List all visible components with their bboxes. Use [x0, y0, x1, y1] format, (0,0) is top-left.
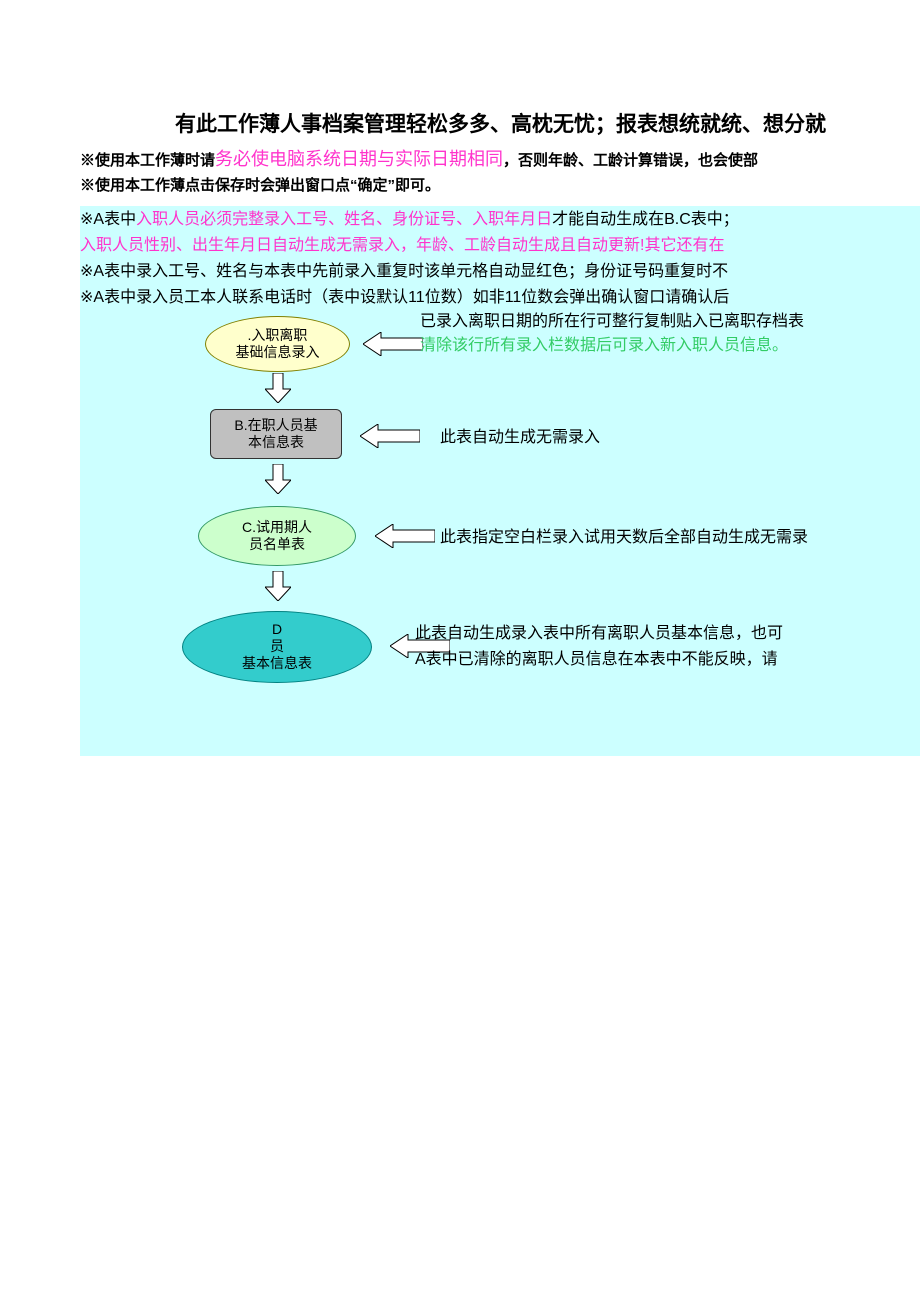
flow-node-A: .入职离职基础信息录入	[205, 316, 350, 372]
flow-node-label: .入职离职	[248, 327, 308, 344]
down-arrow-icon	[265, 571, 291, 601]
note-line-3-prefix: ※A表中	[80, 211, 136, 228]
flow-node-C: C.试用期人员名单表	[198, 506, 356, 566]
flow-node-label: D	[272, 621, 282, 638]
page-title: 有此工作薄人事档案管理轻松多多、高枕无忧；报表想统就统、想分就	[80, 108, 920, 138]
note-line-3-mid: 入职人员必须完整录入工号、姓名、身份证号、入职年月日	[136, 211, 552, 228]
down-arrow-icon	[265, 464, 291, 494]
intro-line-1-suffix: ，否则年龄、工龄计算错误，也会使部	[503, 152, 758, 169]
page: 有此工作薄人事档案管理轻松多多、高枕无忧；报表想统就统、想分就 ※使用本工作薄时…	[0, 0, 920, 756]
note-line-6: ※A表中录入员工本人联系电话时（表中设默认11位数）如非11位数会弹出确认窗口请…	[80, 286, 920, 310]
flow-annotation: 此表自动生成无需录入	[440, 426, 600, 450]
flowchart: .入职离职基础信息录入B.在职人员基本信息表C.试用期人员名单表D员基本信息表已…	[80, 316, 920, 716]
left-arrow-icon	[360, 424, 420, 448]
flow-node-label: 基础信息录入	[236, 344, 320, 361]
note-line-4: 入职人员性别、出生年月日自动生成无需录入，年龄、工龄自动生成且自动更新!其它还有…	[80, 234, 920, 258]
flow-annotation: 已录入离职日期的所在行可整行复制贴入已离职存档表	[420, 310, 804, 334]
flow-node-label: 本信息表	[248, 434, 304, 451]
intro-line-2: ※使用本工作薄点击保存时会弹出窗口点“确定”即可。	[80, 175, 920, 198]
note-line-5: ※A表中录入工号、姓名与本表中先前录入重复时该单元格自动显红色；身份证号码重复时…	[80, 260, 920, 284]
flow-node-label: 员	[270, 638, 284, 655]
flow-node-label: 员名单表	[249, 536, 305, 553]
flow-annotation: 清除该行所有录入栏数据后可录入新入职人员信息。	[420, 334, 788, 358]
highlight-section: ※A表中入职人员必须完整录入工号、姓名、身份证号、入职年月日才能自动生成在B.C…	[80, 206, 920, 756]
flow-annotation: A表中已清除的离职人员信息在本表中不能反映，请	[415, 648, 778, 672]
note-line-3: ※A表中入职人员必须完整录入工号、姓名、身份证号、入职年月日才能自动生成在B.C…	[80, 208, 920, 232]
down-arrow-icon	[265, 373, 291, 403]
flow-node-label: C.试用期人	[242, 519, 312, 536]
flow-annotation: 此表指定空白栏录入试用天数后全部自动生成无需录	[440, 526, 808, 550]
intro-line-1-highlight: 务必使电脑系统日期与实际日期相同	[215, 149, 503, 169]
intro-line-1-prefix: ※使用本工作薄时请	[80, 152, 215, 169]
flow-node-B: B.在职人员基本信息表	[210, 409, 342, 459]
flow-node-D: D员基本信息表	[182, 611, 372, 683]
left-arrow-icon	[363, 332, 423, 356]
flow-node-label: B.在职人员基	[234, 417, 317, 434]
left-arrow-icon	[375, 524, 435, 548]
note-line-3-suffix: 才能自动生成在B.C表中；	[552, 211, 739, 228]
intro-line-1: ※使用本工作薄时请务必使电脑系统日期与实际日期相同，否则年龄、工龄计算错误，也会…	[80, 146, 920, 173]
flow-annotation: 此表自动生成录入表中所有离职人员基本信息，也可	[415, 622, 783, 646]
flow-node-label: 基本信息表	[242, 655, 312, 672]
